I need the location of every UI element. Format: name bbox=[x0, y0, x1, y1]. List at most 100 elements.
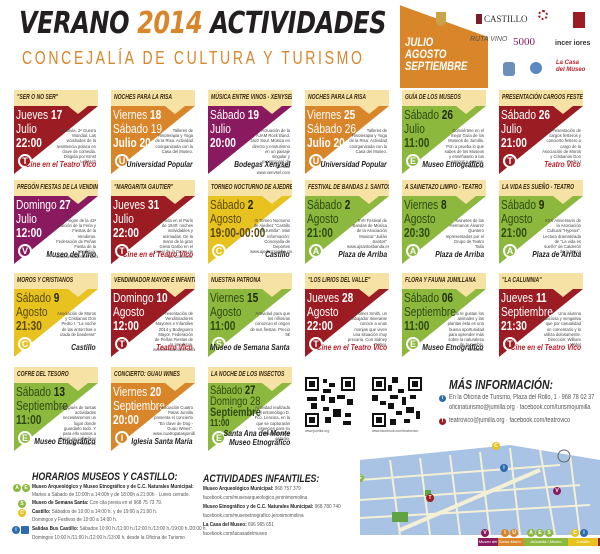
infantiles-link[interactable]: facebook.com/museoetnografico.jeronimomo… bbox=[203, 513, 304, 519]
header-notch bbox=[359, 289, 379, 297]
event-card[interactable]: PRESENTACIÓN CARGOS FESTEROS Sábado 26 J… bbox=[495, 90, 583, 174]
map-marker-castillo[interactable]: C bbox=[492, 442, 500, 450]
event-month: Domingo 28 bbox=[210, 394, 261, 408]
event-time: 22:00 bbox=[113, 225, 139, 240]
bus-icon bbox=[21, 526, 29, 534]
event-triangle bbox=[111, 383, 195, 451]
event-card[interactable]: TORNEO NOCTURNO DE AJEDREZ Sábado 2 Agos… bbox=[204, 180, 292, 264]
logo-museo bbox=[538, 10, 548, 20]
map-marker-teatro[interactable]: T bbox=[426, 494, 434, 502]
event-day: Sábado bbox=[501, 107, 539, 122]
event-card[interactable]: "MARGARITA GAUTIER" Jueves 31 Julio 22:0… bbox=[107, 180, 195, 264]
event-card[interactable]: MÚSICA ENTRE VINOS - XENYSEL Sábado 19 J… bbox=[204, 90, 292, 174]
event-card[interactable]: A SAINETAZO LIMPIO - TEATRO Viernes 8 Ag… bbox=[398, 180, 486, 264]
event-triangle bbox=[208, 106, 292, 174]
event-card[interactable]: "SER O NO SER" Jueves 17 Julio 22:00 Var… bbox=[10, 90, 98, 174]
event-card[interactable]: CONCIERTO: GUAU WINES Viernes 20 Septiem… bbox=[107, 367, 195, 451]
event-description: Actividad realizada por el entomólogo D.… bbox=[251, 405, 290, 442]
event-header: NOCHES PARA LA RISA bbox=[305, 90, 389, 106]
icon-s: S bbox=[18, 500, 26, 508]
event-card[interactable]: NOCHES PARA LA RISA Viernes 18 Sábado 19… bbox=[107, 90, 195, 174]
event-card[interactable]: VENDIMIADOR MAYOR E INFANTIL Domingo 10 … bbox=[107, 273, 195, 357]
venue-icon-c: C bbox=[18, 337, 32, 351]
event-month: Julio bbox=[16, 121, 37, 136]
event-card[interactable]: LA VIDA ES SUEÑO - TEATRO Sábado 9 Agost… bbox=[495, 180, 583, 264]
event-title: LA NOCHE DE LOS INSECTOS bbox=[211, 371, 285, 378]
event-card[interactable]: NUESTRA PATRONA Viernes 15 Agosto 11:00 … bbox=[204, 273, 292, 357]
map-marker-vino[interactable]: V bbox=[553, 487, 561, 495]
event-title: VENDIMIADOR MAYOR E INFANTIL bbox=[114, 277, 195, 284]
event-card[interactable]: MOROS Y CRISTIANOS Sábado 9 Agosto 21:30… bbox=[10, 273, 98, 357]
venue-icon-t: T bbox=[503, 154, 517, 168]
event-header: PRESENTACIÓN CARGOS FESTEROS bbox=[499, 90, 583, 106]
event-day: Sábado bbox=[307, 197, 345, 212]
event-title: COFRE DEL TESORO bbox=[17, 371, 69, 378]
event-header: LA VIDA ES SUEÑO - TEATRO bbox=[499, 180, 583, 196]
qr-icon bbox=[305, 377, 355, 427]
horarios-line: Castillo: Sábados de 10:00 a 14:00 h. y … bbox=[32, 509, 158, 515]
event-venue: Museo Etnográfico bbox=[422, 342, 484, 352]
event-description: Varsovia, 2ª Guerra Mundial. Las vicisit… bbox=[56, 128, 96, 165]
event-datetime: Sábado 2 Agosto 21:00 bbox=[307, 198, 350, 240]
info-line-teatro[interactable]: teatrovico@jumilla.org · facebook.com/te… bbox=[449, 417, 571, 424]
event-triangle bbox=[208, 196, 292, 264]
event-datetime: Sábado 19 Julio 20:00 bbox=[210, 108, 259, 150]
event-time: 21:00 bbox=[501, 135, 527, 150]
header-notch bbox=[165, 383, 185, 391]
event-datetime: Sábado 06 Septiembre 11:00 bbox=[404, 291, 456, 333]
event-card[interactable]: "LOS LIRIOS DEL VALLE" Jueves 28 Agosto … bbox=[301, 273, 389, 357]
header-notch bbox=[262, 289, 282, 297]
event-venue: Cine en el Teatro Vico bbox=[25, 159, 96, 169]
qr-code-jumilla[interactable] bbox=[305, 377, 355, 427]
event-description: Actuación de la AJAM Rock Band. Jazz Sou… bbox=[250, 128, 290, 174]
event-date-number: 17 bbox=[50, 107, 63, 122]
event-time: 22:00 bbox=[16, 135, 42, 150]
event-venue: Universidad Popular bbox=[126, 159, 193, 169]
venue-icon-c: C bbox=[212, 244, 226, 258]
event-description: Presentación de cargos festeros y concie… bbox=[542, 128, 581, 165]
infantiles-link[interactable]: facebook.com/lacasadelmuseo bbox=[203, 531, 268, 537]
event-time: 22:00 bbox=[307, 318, 333, 333]
event-datetime: Sábado 9 Agosto 21:00 bbox=[501, 198, 544, 240]
legend-icon-a: A bbox=[527, 529, 535, 537]
infantiles-link[interactable]: facebook.com/museoarqueologico.jeronimom… bbox=[203, 495, 308, 501]
event-triangle bbox=[208, 289, 292, 357]
event-header: MÚSICA ENTRE VINOS - XENYSEL bbox=[208, 90, 292, 106]
logo-interiores: incer iores bbox=[555, 40, 591, 47]
event-card[interactable]: FLORA Y FAUNA JUMILLANA Sábado 06 Septie… bbox=[398, 273, 486, 357]
qr-code-teatrovico[interactable] bbox=[372, 377, 422, 427]
event-month: Septiembre bbox=[404, 304, 456, 319]
event-card[interactable]: LA NOCHE DE LOS INSECTOS Sábado 27 Domin… bbox=[204, 367, 292, 451]
event-datetime: Viernes 20 Septiembre 20:00 bbox=[113, 385, 165, 427]
info-title: MÁS INFORMACIÓN: bbox=[449, 377, 553, 392]
event-triangle bbox=[111, 196, 195, 264]
event-datetime: Sábado 13 Septiembre 11:00 bbox=[16, 385, 68, 427]
event-card[interactable]: GUÍA DE LOS MUSEOS Sábado 26 Julio 11:00… bbox=[398, 90, 486, 174]
event-header: FESTIVAL DE BANDAS J. SANTOS bbox=[305, 180, 389, 196]
horarios-line: Domingos y Festivos de 10:00 a 14:00 h. bbox=[32, 517, 117, 523]
event-card[interactable]: FESTIVAL DE BANDAS J. SANTOS Sábado 2 Ag… bbox=[301, 180, 389, 264]
logo-asociacion bbox=[530, 62, 542, 74]
event-title: "LOS LIRIOS DEL VALLE" bbox=[308, 277, 371, 284]
event-triangle bbox=[305, 289, 389, 357]
venue-icon-t: T bbox=[115, 337, 129, 351]
event-day: Sábado bbox=[404, 290, 442, 305]
info-line-office: En la Oficina de Turismo, Plaza del Roll… bbox=[449, 394, 595, 401]
event-triangle bbox=[402, 289, 486, 357]
event-time: 21:00 bbox=[307, 225, 333, 240]
map-marker-museo[interactable]: E bbox=[360, 474, 364, 482]
event-venue: Castillo bbox=[265, 249, 290, 259]
event-triangle bbox=[111, 106, 195, 174]
event-title: TORNEO NOCTURNO DE AJEDREZ bbox=[211, 184, 292, 191]
event-header: "LA CALUMNIA" bbox=[499, 273, 583, 289]
event-card[interactable]: PREGÓN FIESTAS DE LA VENDIMIA Domingo 27… bbox=[10, 180, 98, 264]
event-card[interactable]: COFRE DEL TESORO Sábado 13 Septiembre 11… bbox=[10, 367, 98, 451]
event-day: Jueves bbox=[113, 197, 148, 212]
event-venue: Museo Etnográfico bbox=[34, 436, 96, 446]
map-marker-info[interactable]: i bbox=[500, 464, 508, 472]
info-line-email[interactable]: oficinaturismo@jumilla.org · facebook.co… bbox=[449, 404, 591, 411]
event-card[interactable]: NOCHES PARA LA RISA Viernes 25 Sábado 26… bbox=[301, 90, 389, 174]
event-header: VENDIMIADOR MAYOR E INFANTIL bbox=[111, 273, 195, 289]
event-card[interactable]: "LA CALUMNIA" Jueves 11 Septiembre 21:30… bbox=[495, 273, 583, 357]
